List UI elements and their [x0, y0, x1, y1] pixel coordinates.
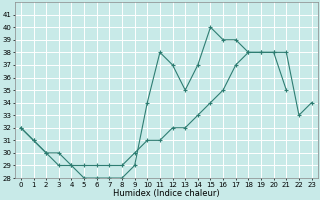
X-axis label: Humidex (Indice chaleur): Humidex (Indice chaleur)	[113, 189, 220, 198]
